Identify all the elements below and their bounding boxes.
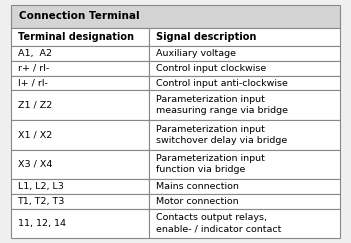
Bar bbox=[149, 28, 340, 46]
Text: X3 / X4: X3 / X4 bbox=[18, 160, 52, 169]
Bar bbox=[11, 208, 149, 238]
Bar bbox=[149, 194, 340, 208]
Text: Auxiliary voltage: Auxiliary voltage bbox=[156, 49, 236, 58]
Text: Z1 / Z2: Z1 / Z2 bbox=[18, 101, 52, 110]
Bar bbox=[11, 120, 149, 149]
Bar bbox=[11, 61, 149, 76]
Bar bbox=[149, 76, 340, 90]
Bar bbox=[11, 5, 340, 28]
Text: Parameterization input
measuring range via bridge: Parameterization input measuring range v… bbox=[156, 95, 288, 115]
Bar bbox=[149, 90, 340, 120]
Text: L1, L2, L3: L1, L2, L3 bbox=[18, 182, 64, 191]
Bar bbox=[149, 46, 340, 61]
Text: Parameterization input
function via bridge: Parameterization input function via brid… bbox=[156, 154, 265, 174]
Bar bbox=[149, 120, 340, 149]
Text: Terminal designation: Terminal designation bbox=[18, 32, 133, 42]
Text: X1 / X2: X1 / X2 bbox=[18, 130, 52, 139]
Bar bbox=[149, 179, 340, 194]
Bar bbox=[149, 149, 340, 179]
Text: r+ / rl-: r+ / rl- bbox=[18, 64, 49, 73]
Text: Control input clockwise: Control input clockwise bbox=[156, 64, 266, 73]
Text: Mains connection: Mains connection bbox=[156, 182, 239, 191]
Text: A1,  A2: A1, A2 bbox=[18, 49, 52, 58]
Text: l+ / rl-: l+ / rl- bbox=[18, 78, 47, 87]
Text: 11, 12, 14: 11, 12, 14 bbox=[18, 219, 66, 228]
Bar bbox=[11, 90, 149, 120]
Text: T1, T2, T3: T1, T2, T3 bbox=[18, 197, 65, 206]
Text: Motor connection: Motor connection bbox=[156, 197, 239, 206]
Bar bbox=[11, 149, 149, 179]
Bar bbox=[11, 46, 149, 61]
Bar bbox=[11, 179, 149, 194]
Text: Connection Terminal: Connection Terminal bbox=[19, 11, 140, 21]
Text: Contacts output relays,
enable- / indicator contact: Contacts output relays, enable- / indica… bbox=[156, 213, 282, 234]
Bar bbox=[149, 208, 340, 238]
Text: Signal description: Signal description bbox=[156, 32, 257, 42]
Bar bbox=[11, 28, 149, 46]
Bar bbox=[149, 61, 340, 76]
Bar bbox=[11, 76, 149, 90]
Text: Parameterization input
switchover delay via bridge: Parameterization input switchover delay … bbox=[156, 125, 287, 145]
Bar bbox=[11, 194, 149, 208]
Text: Control input anti-clockwise: Control input anti-clockwise bbox=[156, 78, 288, 87]
